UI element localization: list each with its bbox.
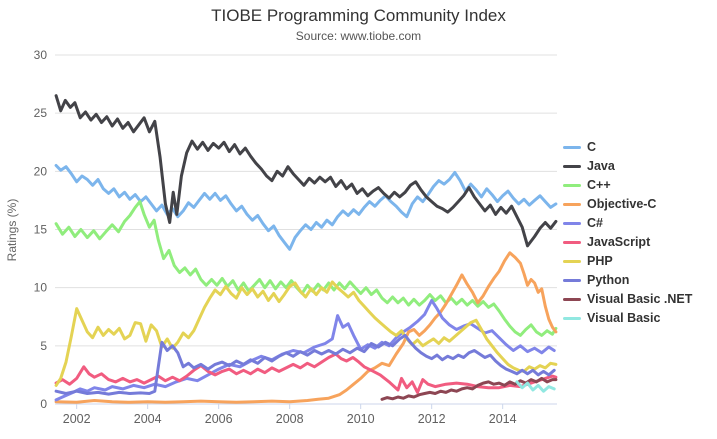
series-line-php[interactable]	[54, 280, 558, 387]
legend-label-visual-basic-net: Visual Basic .NET	[587, 292, 693, 306]
legend-swatch-c	[563, 184, 581, 187]
legend-item-c[interactable]: C#	[563, 214, 692, 233]
legend-swatch-c	[563, 222, 581, 225]
x-axis-label-2008: 2008	[276, 412, 304, 426]
series-line-c[interactable]	[54, 164, 558, 251]
x-axis-label-2012: 2012	[418, 412, 446, 426]
x-axis-label-2014: 2014	[489, 412, 517, 426]
legend-item-c[interactable]: C	[563, 138, 692, 157]
x-axis-label-2004: 2004	[134, 412, 162, 426]
legend-swatch-c	[563, 146, 581, 149]
series-line-c[interactable]	[54, 200, 558, 337]
legend-label-python: Python	[587, 273, 630, 287]
legend-label-visual-basic: Visual Basic	[587, 311, 661, 325]
y-axis-label-5: 5	[40, 339, 47, 353]
legend-swatch-objective-c	[563, 203, 581, 206]
legend-swatch-java	[563, 165, 581, 168]
legend-label-javascript: JavaScript	[587, 235, 651, 249]
x-axis-label-2006: 2006	[205, 412, 233, 426]
series-line-python[interactable]	[54, 333, 556, 396]
legend-item-php[interactable]: PHP	[563, 252, 692, 271]
legend-label-c: C++	[587, 178, 611, 192]
y-axis-label-25: 25	[34, 106, 48, 120]
legend-item-objective-c[interactable]: Objective-C	[563, 195, 692, 214]
legend-item-javascript[interactable]: JavaScript	[563, 233, 692, 252]
x-axis-label-2002: 2002	[63, 412, 91, 426]
chart-subtitle: Source: www.tiobe.com	[295, 29, 422, 43]
series-line-java[interactable]	[54, 94, 558, 248]
y-axis-label-0: 0	[40, 397, 47, 411]
legend-item-python[interactable]: Python	[563, 271, 692, 290]
y-axis-label-30: 30	[34, 48, 48, 62]
legend-label-java: Java	[587, 159, 615, 173]
legend-item-visual-basic-net[interactable]: Visual Basic .NET	[563, 290, 692, 309]
legend-swatch-visual-basic	[563, 317, 581, 320]
legend-swatch-visual-basic-net	[563, 298, 581, 301]
legend-label-php: PHP	[587, 254, 613, 268]
legend-swatch-javascript	[563, 241, 581, 244]
legend-label-objective-c: Objective-C	[587, 197, 657, 211]
legend: C Java C++ Objective-C C# JavaScript PHP Python…	[563, 138, 692, 328]
legend-item-visual-basic[interactable]: Visual Basic	[563, 309, 692, 328]
legend-swatch-python	[563, 279, 581, 282]
legend-item-c[interactable]: C++	[563, 176, 692, 195]
series-line-visual-basic[interactable]	[515, 380, 556, 393]
series-line-visual-basic-net[interactable]	[380, 376, 558, 401]
chart-title: TIOBE Programming Community Index	[211, 6, 506, 25]
series-line-javascript[interactable]	[54, 352, 558, 394]
y-axis-label-20: 20	[34, 164, 48, 178]
series-line-objective-c[interactable]	[54, 251, 558, 404]
x-axis-label-2010: 2010	[347, 412, 375, 426]
legend-item-java[interactable]: Java	[563, 157, 692, 176]
y-axis-label-10: 10	[34, 281, 48, 295]
legend-swatch-php	[563, 260, 581, 263]
legend-label-c: C#	[587, 216, 603, 230]
legend-label-c: C	[587, 140, 597, 154]
y-axis-label-15: 15	[34, 223, 48, 237]
